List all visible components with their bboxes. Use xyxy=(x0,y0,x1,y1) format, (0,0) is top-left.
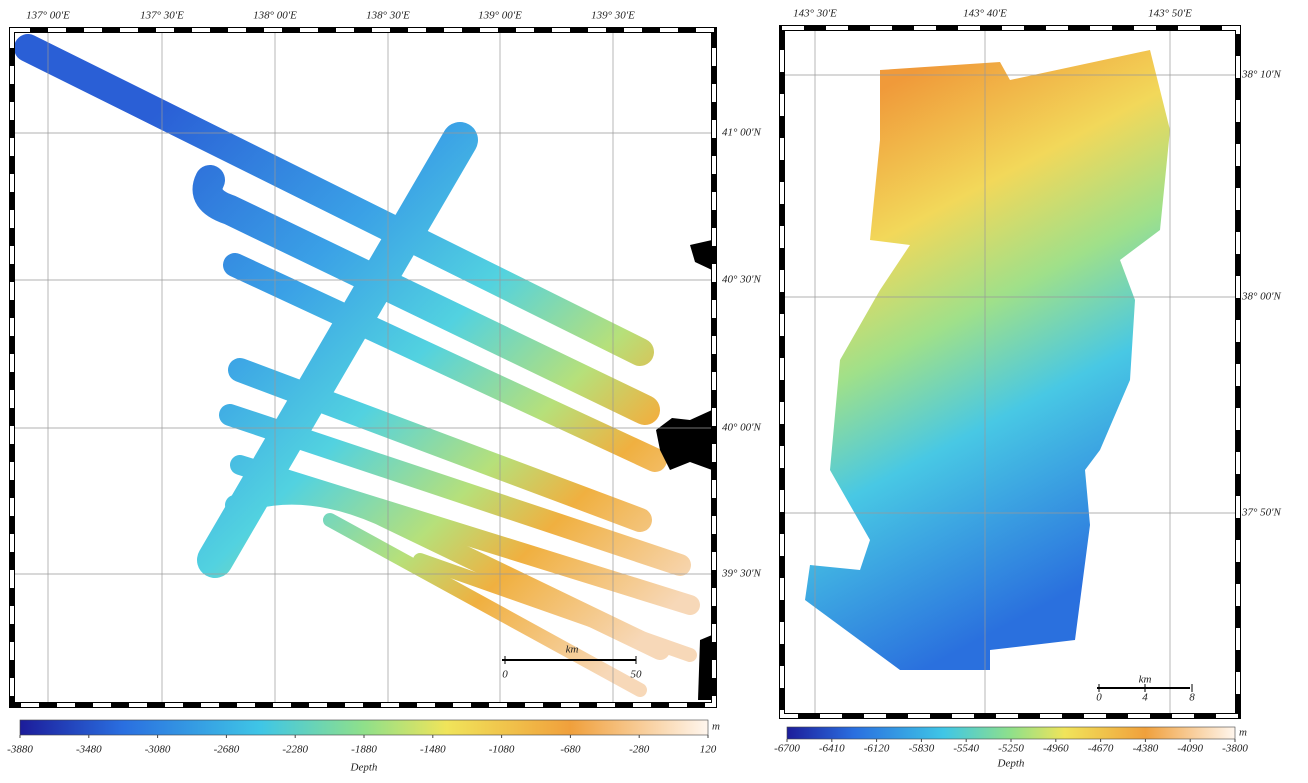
colorbar-tick-label: 120 xyxy=(700,744,717,756)
colorbar-tick-label: -3080 xyxy=(145,744,171,756)
scale-label: 8 xyxy=(1189,692,1195,704)
right-map xyxy=(782,28,1238,739)
colorbar-tick-label: -680 xyxy=(560,744,581,756)
colorbar-tick-label: -6410 xyxy=(819,743,845,755)
longitude-label: 138° 30'E xyxy=(366,10,410,22)
survey-swaths xyxy=(28,48,690,690)
map-figure: 137° 00'E 137° 30'E 138° 00'E 138° 30'E 139°… xyxy=(0,0,1308,778)
latitude-label: 40° 30'N xyxy=(722,274,762,286)
longitude-label: 139° 00'E xyxy=(478,10,522,22)
longitude-label: 143° 30'E xyxy=(793,8,837,20)
colorbar-tick-label: -6700 xyxy=(774,743,800,755)
map-frame xyxy=(12,30,714,705)
longitude-label: 143° 50'E xyxy=(1148,8,1192,20)
latitude-label: 41° 00'N xyxy=(722,127,762,139)
scale-label: 0 xyxy=(1096,692,1102,704)
colorbar xyxy=(787,727,1235,739)
longitude-label: 137° 30'E xyxy=(140,10,184,22)
colorbar-tick-label: -4670 xyxy=(1088,743,1114,755)
colorbar-label: Depth xyxy=(350,762,378,774)
scale-unit: km xyxy=(1139,674,1152,686)
colorbar-unit: m xyxy=(1239,727,1247,739)
colorbar-tick-label: -2680 xyxy=(214,744,240,756)
colorbar-tick-label: -3800 xyxy=(1222,743,1248,755)
colorbar-tick-label: -5830 xyxy=(909,743,935,755)
longitude-label: 143° 40'E xyxy=(963,8,1007,20)
latitude-label: 38° 00'N xyxy=(1241,291,1282,303)
colorbar-tick-label: -5250 xyxy=(998,743,1024,755)
colorbar-tick-label: -3880 xyxy=(7,744,33,756)
colorbar-tick-label: -1080 xyxy=(489,744,515,756)
left-map xyxy=(12,30,714,735)
latitude-label: 38° 10'N xyxy=(1241,69,1282,81)
longitude-label: 138° 00'E xyxy=(253,10,297,22)
colorbar-unit: m xyxy=(712,721,720,733)
scale-label: 0 xyxy=(502,669,508,681)
colorbar-tick-label: -1480 xyxy=(420,744,446,756)
colorbar-tick-label: -1880 xyxy=(351,744,377,756)
colorbar-tick-label: -6120 xyxy=(864,743,890,755)
map-frame-dash xyxy=(12,30,714,705)
longitude-label: 139° 30'E xyxy=(591,10,635,22)
longitude-label: 137° 00'E xyxy=(26,10,70,22)
latitude-label: 39° 30'N xyxy=(721,568,762,580)
scale-label: 50 xyxy=(631,669,643,681)
colorbar-tick-label: -4960 xyxy=(1043,743,1069,755)
latitude-label: 37° 50'N xyxy=(1241,507,1282,519)
scale-label: 4 xyxy=(1142,692,1148,704)
colorbar-tick-label: -3480 xyxy=(76,744,102,756)
scale-unit: km xyxy=(566,644,579,656)
colorbar-tick-label: -280 xyxy=(629,744,650,756)
survey-area xyxy=(805,50,1170,670)
colorbar xyxy=(20,720,708,735)
colorbar-tick-label: -5540 xyxy=(953,743,979,755)
land xyxy=(656,240,712,700)
latitude-label: 40° 00'N xyxy=(722,422,762,434)
colorbar-tick-label: -4380 xyxy=(1133,743,1159,755)
colorbar-tick-label: -2280 xyxy=(282,744,308,756)
colorbar-tick-label: -4090 xyxy=(1177,743,1203,755)
colorbar-label: Depth xyxy=(997,758,1025,770)
